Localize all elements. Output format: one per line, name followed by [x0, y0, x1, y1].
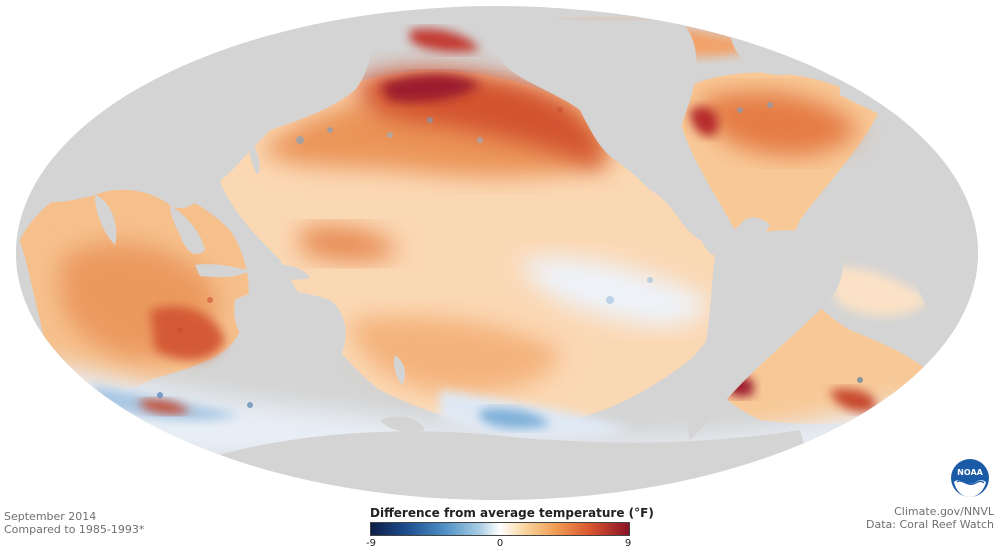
noaa-logo-text: NOAA	[957, 468, 983, 477]
data-source-label: Data: Coral Reef Watch	[866, 518, 994, 531]
noaa-logo-icon: NOAA	[951, 459, 989, 497]
legend-title: Difference from average temperature (°F)	[370, 506, 654, 520]
source-site-label: Climate.gov/NNVL	[894, 505, 994, 518]
legend-tick-mid: 0	[496, 538, 504, 549]
date-label: September 2014	[4, 510, 97, 523]
color-legend: Difference from average temperature (°F)…	[366, 506, 654, 549]
baseline-label: Compared to 1985-1993*	[4, 523, 145, 536]
legend-tick-min: -9	[366, 538, 376, 549]
right-credits: Climate.gov/NNVL Data: Coral Reef Watch	[866, 505, 994, 531]
world-map	[16, 6, 978, 500]
legend-tick-max: 9	[624, 538, 632, 549]
legend-color-bar	[370, 522, 630, 536]
left-credits: September 2014 Compared to 1985-1993*	[4, 510, 144, 536]
